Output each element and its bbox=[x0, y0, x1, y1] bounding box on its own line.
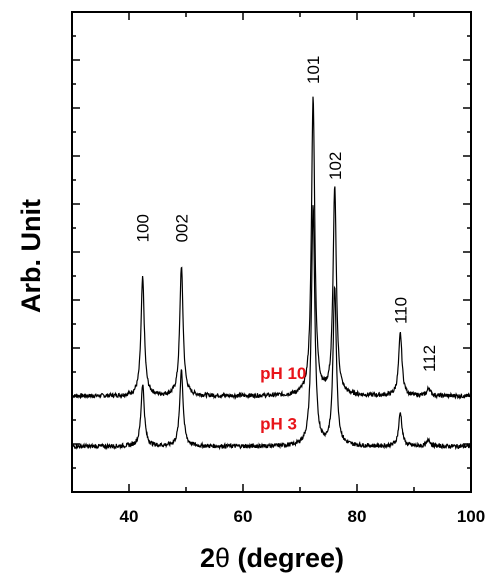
plot-area: 100 002 101 102 110 112 pH 10 pH 3 bbox=[71, 11, 472, 493]
peak-label: 110 bbox=[391, 297, 410, 324]
peak-label: 102 bbox=[326, 152, 345, 180]
x-tick-label: 100 bbox=[457, 507, 485, 526]
series-label: pH 3 bbox=[260, 415, 297, 434]
y-axis-title: Arb. Unit bbox=[16, 199, 46, 313]
peak-label: 100 bbox=[134, 214, 153, 242]
series-line-ph3 bbox=[71, 205, 472, 451]
series-label: pH 10 bbox=[260, 364, 306, 383]
x-axis-title: 2θ (degree) bbox=[200, 543, 344, 573]
x-tick-label: 80 bbox=[348, 507, 367, 526]
series-line-ph10 bbox=[71, 96, 472, 400]
peak-label: 002 bbox=[172, 214, 191, 242]
x-tick-label: 40 bbox=[120, 507, 139, 526]
peak-label: 112 bbox=[420, 345, 439, 372]
x-tick-labels: 40 60 80 100 bbox=[120, 507, 486, 526]
peak-label: 101 bbox=[304, 56, 323, 84]
x-tick-label: 60 bbox=[234, 507, 253, 526]
